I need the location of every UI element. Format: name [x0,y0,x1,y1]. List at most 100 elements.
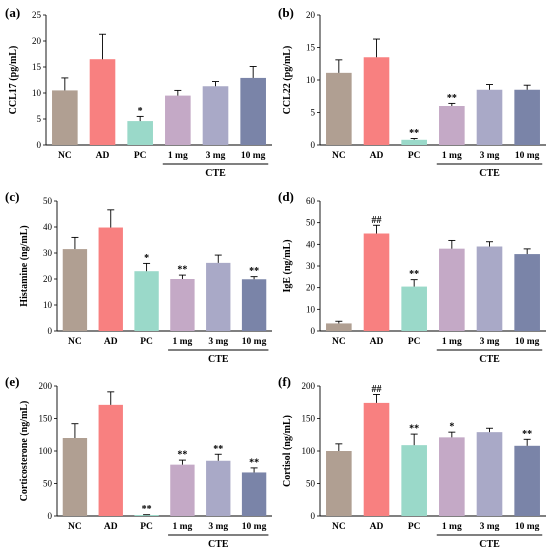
x-tick-label: PC [134,151,147,161]
x-tick-label: AD [370,522,384,532]
y-tick-label: 50 [43,479,53,489]
group-label: CTE [479,354,500,365]
y-axis-label: IgE (ng/mL) [282,239,293,292]
x-tick-label: NC [332,151,346,161]
significance-marker: ** [522,429,532,440]
x-tick-label: 3 mg [208,522,228,532]
bar-10-mg [514,445,540,516]
y-tick-label: 30 [43,248,53,258]
x-tick-label: 3 mg [208,337,228,347]
x-tick-label: 1 mg [173,337,193,347]
bar-AD [363,402,390,516]
chart-panel-4: (d) IgE (ng/mL) 0 10 20 30 40 50 60 NC ## AD ** PC 1 m… [278,189,546,365]
x-tick-label: 3 mg [206,151,226,161]
y-tick-label: 0 [48,511,53,521]
x-tick-label: 10 mg [241,151,266,161]
y-tick-label: 0 [48,326,53,336]
bar-AD [98,404,123,516]
bar-NC [326,323,352,331]
x-tick-label: AD [104,522,118,532]
bar-NC [52,90,78,145]
y-tick-label: 5 [311,108,316,118]
significance-marker: * [449,422,454,433]
bar-NC [326,451,352,516]
x-tick-label: NC [332,522,346,532]
x-tick-label: PC [408,522,421,532]
y-tick-label: 15 [32,62,42,72]
y-tick-label: 50 [306,218,316,228]
bar-1-mg [170,279,195,331]
bar-PC [401,286,427,331]
y-tick-label: 200 [39,381,53,391]
significance-marker: ** [447,93,457,104]
bar-10-mg [241,279,267,331]
x-tick-label: PC [408,337,421,347]
y-axis-label: Cortisol (ng/mL) [282,415,293,487]
x-tick-label: PC [140,522,153,532]
x-tick-label: 10 mg [242,337,267,347]
y-tick-label: 0 [37,140,42,150]
y-axis-label: CCL22 (pg/mL) [282,46,293,115]
significance-marker: ** [249,266,259,277]
group-label: CTE [479,539,500,550]
panel-label: (e) [5,374,19,389]
group-label: CTE [208,539,229,550]
y-axis-label: CCL17 (pg/mL) [8,46,19,115]
y-tick-label: 150 [302,414,316,424]
x-tick-label: 1 mg [442,151,462,161]
chart-panel-6: (f) Cortisol (ng/mL) 0 50 100 150 200 NC ## AD ** P… [278,374,546,550]
significance-marker: ** [249,457,259,468]
x-tick-label: NC [68,337,82,347]
bar-AD [363,233,390,331]
panel-label: (f) [278,374,291,389]
x-tick-label: NC [332,337,346,347]
x-tick-label: AD [104,337,118,347]
bar-PC [401,139,427,145]
significance-marker: ** [142,504,152,515]
group-label: CTE [205,168,226,179]
y-tick-label: 50 [306,479,316,489]
panel-label: (d) [278,189,294,204]
significance-marker: ** [409,269,419,280]
significance-marker: * [144,253,149,264]
panel-label: (b) [278,5,294,20]
bar-10-mg [241,472,267,516]
y-tick-label: 50 [43,196,53,206]
x-tick-label: 3 mg [480,522,500,532]
x-tick-label: AD [370,337,384,347]
y-tick-label: 40 [306,239,316,249]
x-tick-label: 10 mg [515,522,540,532]
panel-label: (a) [5,5,20,20]
significance-marker: ## [372,215,382,226]
y-tick-label: 40 [43,222,53,232]
significance-marker: ** [409,424,419,435]
x-tick-label: PC [408,151,421,161]
chart-panel-1: (a) CCL17 (pg/mL) 0 5 10 15 20 25 NC AD * PC 1 mg 3 m… [5,5,272,179]
bar-3-mg [476,89,503,145]
chart-panel-3: (c) Histamine (ng/mL) 0 10 20 30 40 50 NC AD * PC **… [5,189,272,365]
y-tick-label: 20 [32,36,42,46]
y-tick-label: 20 [43,274,53,284]
significance-marker: ** [409,128,419,139]
group-label: CTE [208,354,229,365]
bar-NC [62,249,88,331]
bar-PC [134,515,159,516]
bar-10-mg [514,254,540,331]
y-tick-label: 5 [37,114,42,124]
significance-marker: ** [213,444,223,455]
y-tick-label: 60 [306,196,316,206]
x-tick-label: 1 mg [173,522,193,532]
bar-PC [127,121,153,145]
bar-PC [134,271,159,331]
bar-PC [401,445,427,516]
bar-1-mg [170,464,195,516]
y-tick-label: 10 [306,75,316,85]
significance-marker: ## [372,384,382,395]
bar-3-mg [206,460,231,516]
bar-AD [89,59,116,146]
y-tick-label: 20 [306,283,316,293]
bar-10-mg [240,77,266,145]
x-tick-label: 3 mg [480,337,500,347]
y-tick-label: 10 [43,300,53,310]
y-tick-label: 200 [302,381,316,391]
